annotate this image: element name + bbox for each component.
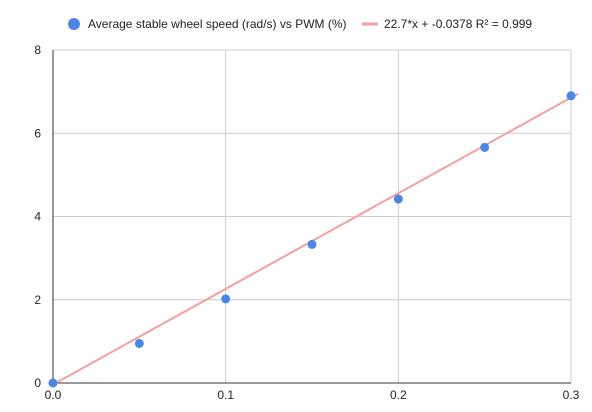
data-point [221,294,231,304]
x-tick-label: 0.1 [217,388,234,402]
legend-label-scatter: Average stable wheel speed (rad/s) vs PW… [88,17,347,31]
legend-marker-scatter [68,18,80,30]
data-point [480,142,490,152]
y-tick-label: 6 [34,126,41,140]
y-tick-label: 0 [34,376,41,390]
trendline-path [52,92,579,386]
data-point [134,338,144,348]
legend-label-trendline: 22.7*x + -0.0378 R² = 0.999 [384,17,532,31]
x-tick-label: 0.3 [563,388,580,402]
y-tick-label: 8 [34,43,41,57]
axes [52,50,571,384]
x-tick-label: 0.2 [390,388,407,402]
tick-labels: 0 2 4 6 8 0.0 0.1 0.2 0.3 [34,43,579,402]
grid [53,49,572,383]
trendline [52,92,579,386]
y-tick-label: 4 [34,210,41,224]
y-tick-label: 2 [34,293,41,307]
x-tick-label: 0.0 [45,388,62,402]
data-points [48,91,576,388]
data-point [307,239,317,249]
legend: Average stable wheel speed (rad/s) vs PW… [68,17,532,31]
data-point [566,91,576,101]
data-point [393,194,403,204]
data-point [48,378,58,388]
